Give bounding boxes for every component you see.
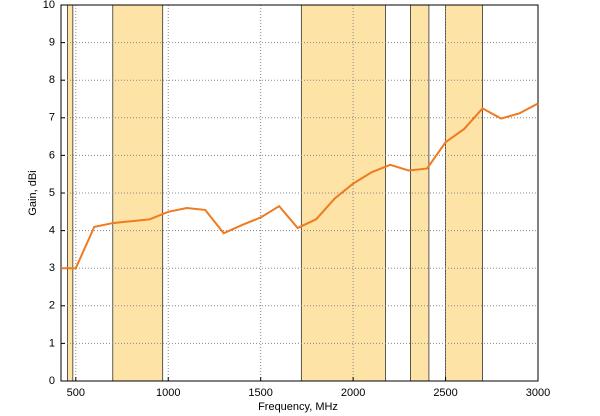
y-tick-label: 8	[49, 74, 55, 86]
y-axis-label: Gain, dBi	[27, 170, 39, 215]
x-tick-label: 3000	[526, 387, 550, 399]
y-tick-label: 2	[49, 300, 55, 312]
x-tick-label: 500	[67, 387, 85, 399]
x-tick-label: 2000	[341, 387, 365, 399]
plot-frame	[60, 4, 539, 382]
y-tick-label: 0	[49, 375, 55, 387]
y-tick-label: 1	[49, 337, 55, 349]
frequency-band	[112, 4, 164, 382]
y-tick-label: 7	[49, 112, 55, 124]
x-tick-label: 2500	[433, 387, 457, 399]
y-tick-label: 3	[49, 262, 55, 274]
x-axis-label: Frequency, MHz	[258, 401, 338, 413]
x-tick-label: 1000	[156, 387, 180, 399]
frequency-band	[410, 4, 430, 382]
y-tick-label: 4	[49, 225, 55, 237]
y-tick-label: 10	[43, 0, 55, 11]
y-tick-label: 6	[49, 149, 55, 161]
x-tick-label: 1500	[248, 387, 272, 399]
y-tick-label: 9	[49, 37, 55, 49]
y-tick-label: 5	[49, 187, 55, 199]
gain-line	[61, 102, 539, 270]
